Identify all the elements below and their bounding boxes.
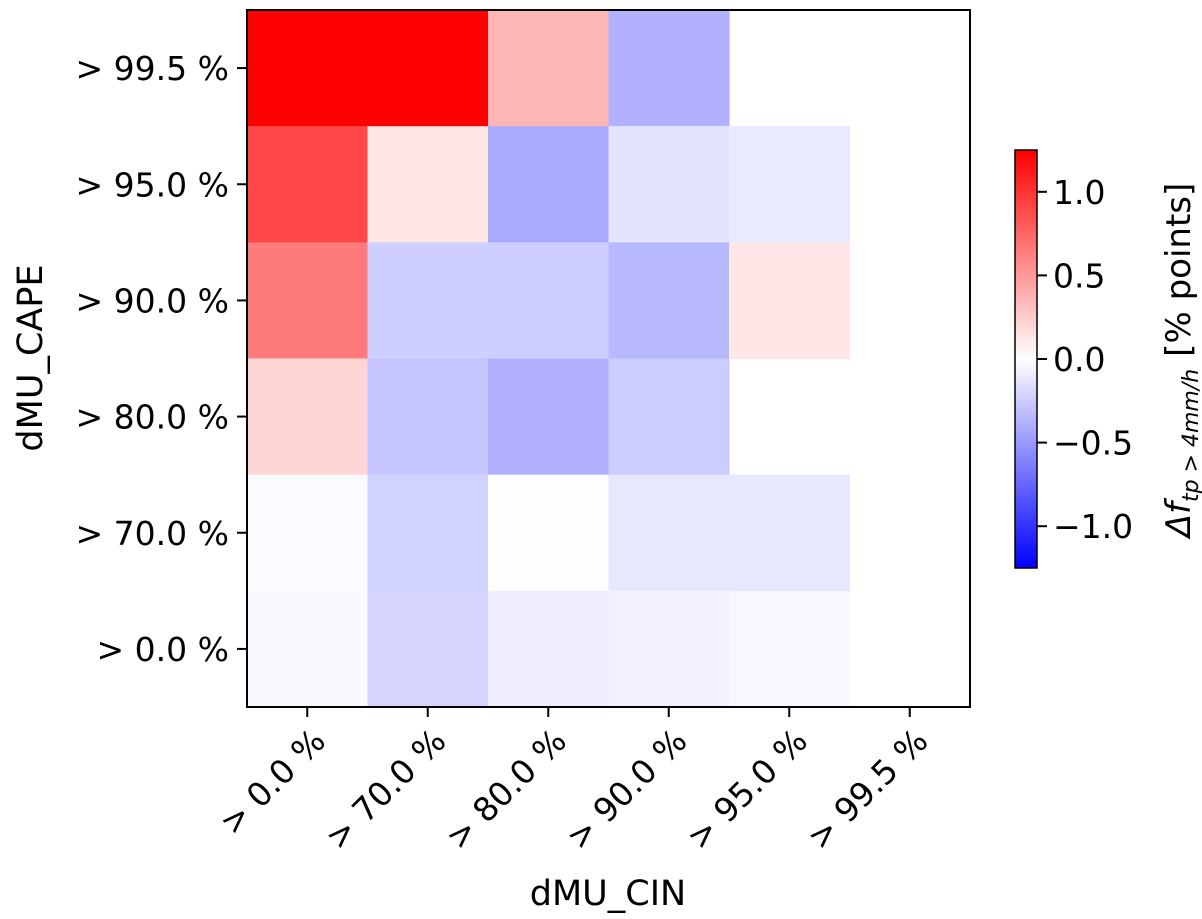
x-tick-label: > 99.5 % [799, 721, 935, 857]
heatmap-cell [488, 590, 610, 708]
heatmap-cell [608, 126, 730, 243]
colorbar-tick-label: 0.0 [1053, 340, 1105, 379]
heatmap-cell [729, 242, 851, 360]
colorbar-tick-label: −1.0 [1053, 507, 1133, 546]
y-tick-label: > 70.0 % [76, 514, 229, 553]
heatmap-cell [367, 590, 489, 708]
y-axis-ticks: > 99.5 % > 95.0 % > 90.0 % > 80.0 % > 70.0 %… [76, 49, 247, 669]
heatmap-cells [247, 10, 851, 708]
y-tick-label: > 90.0 % [76, 281, 229, 320]
heatmap-cell [367, 126, 489, 243]
y-tick-label: > 80.0 % [76, 398, 229, 437]
heatmap-cell [729, 126, 851, 243]
colorbar-label: Δftp > 4mm/h [% points] [1159, 183, 1202, 541]
colorbar-tick-label: 1.0 [1053, 173, 1105, 212]
colorbar [1014, 149, 1038, 569]
x-tick-label: > 80.0 % [438, 721, 574, 857]
colorbar-tick-label: −0.5 [1053, 424, 1133, 463]
y-tick-label: > 0.0 % [97, 630, 229, 669]
heatmap-cell [247, 242, 369, 360]
heatmap-cell [367, 474, 489, 592]
x-axis-ticks: > 0.0 %> 70.0 %> 80.0 %> 90.0 %> 95.0 %>… [212, 707, 935, 857]
heatmap-cell [608, 590, 730, 708]
heatmap-cell [247, 126, 369, 243]
x-tick-label: > 0.0 % [212, 721, 333, 842]
heatmap-cell [729, 590, 851, 708]
plot-frame [246, 9, 971, 708]
heatmap-cell [608, 242, 730, 360]
heatmap-cell [488, 242, 610, 360]
heatmap-cell [247, 10, 369, 127]
heatmap-cell [247, 474, 369, 592]
heatmap-cell [488, 474, 610, 592]
heatmap-cell [488, 10, 610, 127]
colorbar-label-subscript: tp > 4mm/h [1179, 369, 1202, 502]
heatmap-cell [488, 126, 610, 243]
y-tick-label: > 99.5 % [76, 49, 229, 88]
heatmap-cell [608, 10, 730, 127]
x-tick-label: > 95.0 % [679, 721, 815, 857]
colorbar-ticks: 1.0 0.5 0.0 −0.5 −1.0 [1037, 173, 1133, 546]
x-tick-label: > 70.0 % [317, 721, 453, 857]
colorbar-label-prefix: Δf [1159, 497, 1199, 540]
heatmap-cell [367, 358, 489, 476]
y-tick-label: > 95.0 % [76, 165, 229, 204]
x-axis-label: dMU_CIN [530, 874, 686, 914]
heatmap-cell [488, 358, 610, 476]
heatmap-cell [247, 358, 369, 476]
x-tick-label: > 90.0 % [558, 721, 694, 857]
heatmap-cell [608, 474, 730, 592]
heatmap-cell [367, 242, 489, 360]
y-axis-label: dMU_CAPE [11, 264, 51, 451]
heatmap-cell [247, 590, 369, 708]
heatmap-cell [367, 10, 489, 127]
heatmap-cell [729, 474, 851, 592]
heatmap-cell [608, 358, 730, 476]
colorbar-label-suffix: [% points] [1159, 183, 1199, 357]
colorbar-tick-label: 0.5 [1053, 256, 1105, 295]
